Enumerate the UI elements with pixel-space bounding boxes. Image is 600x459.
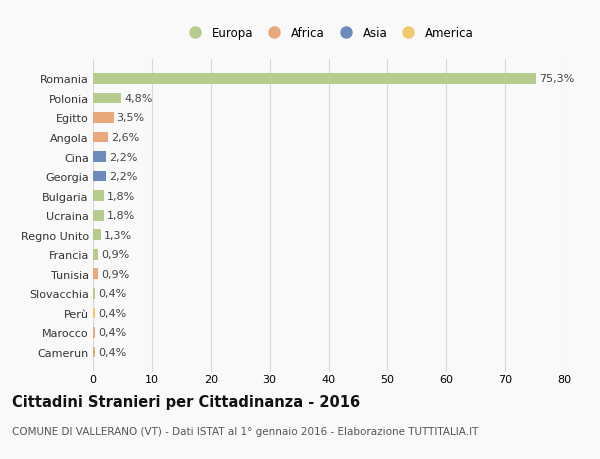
Text: 0,4%: 0,4% [98, 328, 127, 338]
Text: 2,2%: 2,2% [109, 152, 137, 162]
Text: 4,8%: 4,8% [124, 94, 152, 104]
Bar [93, 327, 95, 338]
Text: 75,3%: 75,3% [539, 74, 575, 84]
Bar [93, 152, 106, 162]
Bar [93, 230, 101, 241]
Text: 0,9%: 0,9% [101, 269, 130, 279]
Bar [93, 191, 104, 202]
Text: COMUNE DI VALLERANO (VT) - Dati ISTAT al 1° gennaio 2016 - Elaborazione TUTTITAL: COMUNE DI VALLERANO (VT) - Dati ISTAT al… [12, 426, 478, 436]
Text: 3,5%: 3,5% [116, 113, 145, 123]
Bar [93, 113, 113, 123]
Text: Cittadini Stranieri per Cittadinanza - 2016: Cittadini Stranieri per Cittadinanza - 2… [12, 394, 360, 409]
Text: 2,6%: 2,6% [111, 133, 140, 143]
Text: 0,4%: 0,4% [98, 347, 127, 357]
Text: 1,8%: 1,8% [107, 191, 135, 201]
Text: 0,4%: 0,4% [98, 289, 127, 299]
Bar [93, 93, 121, 104]
Text: 1,8%: 1,8% [107, 211, 135, 221]
Text: 1,3%: 1,3% [104, 230, 132, 240]
Text: 0,4%: 0,4% [98, 308, 127, 318]
Text: 0,9%: 0,9% [101, 250, 130, 260]
Text: 2,2%: 2,2% [109, 172, 137, 182]
Bar [93, 347, 95, 358]
Bar [93, 249, 98, 260]
Bar [93, 210, 104, 221]
Bar [93, 74, 536, 84]
Bar [93, 171, 106, 182]
Bar [93, 269, 98, 280]
Bar [93, 132, 109, 143]
Bar [93, 288, 95, 299]
Legend: Europa, Africa, Asia, America: Europa, Africa, Asia, America [179, 22, 478, 44]
Bar [93, 308, 95, 319]
